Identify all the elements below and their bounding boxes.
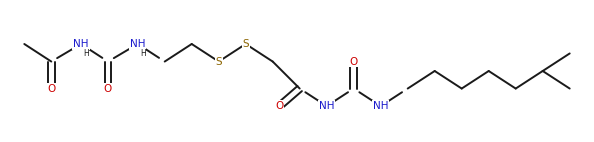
Text: S: S [242, 39, 249, 49]
Text: NH: NH [373, 101, 388, 111]
Text: O: O [104, 83, 112, 94]
Text: NH: NH [319, 101, 334, 111]
Text: NH: NH [73, 39, 89, 49]
Text: O: O [276, 101, 283, 111]
Text: O: O [350, 57, 358, 67]
Text: H: H [140, 49, 146, 58]
Text: NH: NH [130, 39, 146, 49]
Text: H: H [84, 49, 89, 58]
Text: S: S [216, 57, 222, 67]
Text: O: O [47, 83, 55, 94]
